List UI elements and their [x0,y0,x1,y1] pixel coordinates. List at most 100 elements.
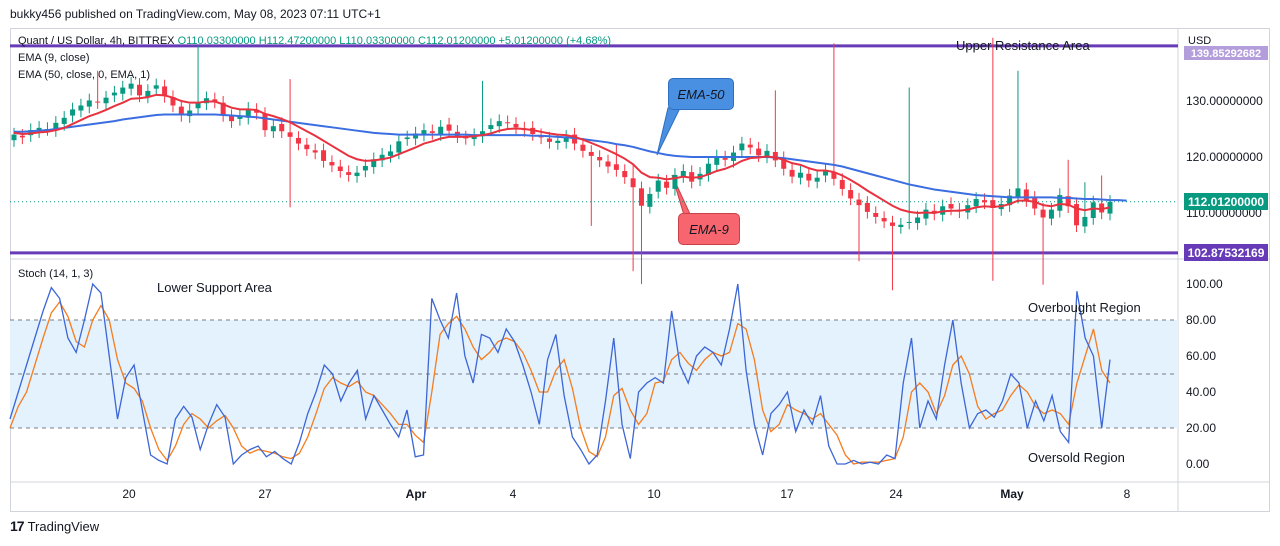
candle-body [1065,196,1071,207]
candle-body [580,144,586,151]
candle-body [1032,197,1038,209]
candle-body [103,97,109,104]
candle-body [404,137,410,140]
stoch-tick-label: 20.00 [1186,421,1216,435]
stoch-k-line [9,282,1111,466]
candle-body [1082,216,1088,227]
ema50-callout-pointer [656,103,683,156]
time-tick-label: 10 [647,487,661,501]
candle-body [764,150,770,157]
candle-body [823,171,829,176]
candle-body [304,144,310,150]
candle-body [814,177,820,182]
candle-body [848,190,854,199]
candle-body [630,178,636,188]
footer-brand[interactable]: 17 TradingView [10,518,99,534]
candle-body [421,130,427,135]
lower-support-label: Lower Support Area [157,280,272,295]
candle-body [839,179,845,189]
candle-body [111,92,117,96]
time-tick-label: 24 [889,487,903,501]
price-tick-label: 120.00000000 [1186,150,1263,164]
candle-body [19,135,25,138]
tradingview-logo-icon: 17 [10,518,25,534]
candle-body [1040,209,1046,218]
candle-body [1023,189,1029,201]
brand-name: TradingView [27,518,100,534]
candle-body [982,200,988,203]
candle-body [856,199,862,206]
candle-body [480,131,486,137]
candle-body [990,200,996,208]
candle-body [781,158,787,169]
candle-body [1057,195,1063,211]
candle-body [446,124,452,131]
legend-symbol: Quant / US Dollar, 4h, BITTREX O110.0330… [18,35,611,47]
stoch-tick-label: 80.00 [1186,313,1216,327]
candle-body [212,99,218,102]
candle-body [195,102,201,109]
legend-ohlc: O110.03300000 H112.47200000 L110.0330000… [177,35,612,47]
candle-body [881,218,887,222]
legend-stoch[interactable]: Stoch (14, 1, 3) [18,268,94,280]
candle-body [513,123,519,128]
candle-body [664,181,670,188]
candle-body [387,151,393,156]
candle-body [655,180,661,192]
time-tick-label: 20 [122,487,136,501]
candle-body [496,121,502,127]
candle-body [772,151,778,161]
candle-body [705,163,711,175]
candle-body [806,173,812,181]
candle-body [680,171,686,177]
overbought-label: Overbought Region [1028,300,1141,315]
candle-body [371,159,377,168]
candle-body [254,109,260,113]
ema9-line [13,93,1111,215]
candle-body [1090,202,1096,219]
candle-body [613,164,619,170]
candle-body [864,202,870,212]
candle-body [973,199,979,207]
candle-body [739,143,745,151]
candle-body [797,172,803,178]
time-tick-label: Apr [406,487,427,501]
candle-body [597,157,603,161]
candle-body [120,87,126,94]
candle-body [270,126,276,132]
candle-body [396,141,402,153]
legend-ema50[interactable]: EMA (50, close, 0, EMA, 1) [18,69,151,81]
legend-ema9[interactable]: EMA (9, close) [18,52,90,64]
candle-body [262,113,268,131]
candle-body [136,84,142,96]
candle-body [948,204,954,209]
candle-body [295,137,301,144]
ema9-callout: EMA-9 [678,213,740,245]
candle-body [279,123,285,132]
candle-body [11,134,17,141]
candle-body [162,86,168,96]
ema50-line [14,113,1127,202]
candle-body [329,162,335,166]
candle-body [555,140,561,143]
candle-body [153,85,159,89]
resistance-price-tag: 139.85292682 [1184,46,1268,60]
candle-body [321,150,327,161]
candle-body [354,172,360,177]
candle-body [572,134,578,144]
candle-body [61,117,67,124]
candle-body [714,156,720,165]
candle-body [915,217,921,224]
candle-body [1007,195,1013,206]
chart-frame[interactable] [10,28,1270,512]
candle-body [70,109,76,116]
candle-body [505,122,511,124]
candle-body [379,154,385,161]
candle-body [622,171,628,178]
candle-body [1015,188,1021,197]
candle-body [170,97,176,106]
candle-body [873,213,879,217]
candle-body [362,165,368,171]
price-tick-label: 130.00000000 [1186,94,1263,108]
